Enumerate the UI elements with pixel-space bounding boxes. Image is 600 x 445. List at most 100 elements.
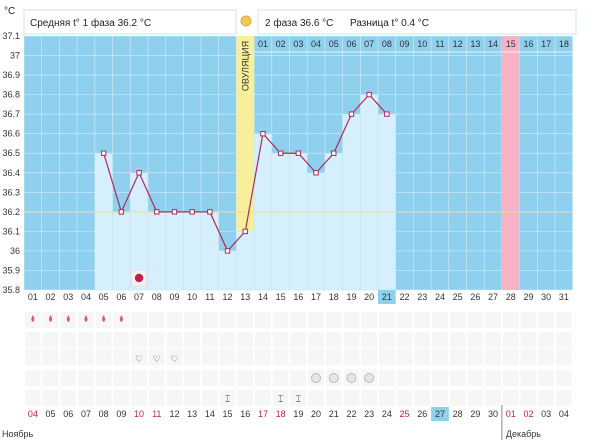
symptom-cell: [272, 390, 289, 406]
unit-label: °C: [4, 6, 15, 17]
symptom-cell: [184, 390, 200, 406]
symptom-cell: [325, 312, 342, 328]
cycle-day-label: 15: [276, 292, 286, 302]
cycle-day-label: 02: [46, 292, 56, 302]
temperature-bar: [183, 211, 202, 291]
symptom-cell: [308, 312, 324, 328]
cycle-day-label: 29: [523, 292, 533, 302]
symptom-cell: [396, 390, 413, 406]
symptom-cell: [219, 312, 236, 328]
ovulation-label: ОВУЛЯЦИЯ: [240, 41, 250, 91]
calendar-date-label: 06: [63, 409, 73, 419]
symptom-cell: [202, 390, 218, 406]
symptom-cell: [42, 332, 59, 348]
symptom-cell: [113, 370, 130, 386]
symptom-cell: [60, 349, 77, 365]
cycle-day-label: 19: [346, 292, 356, 302]
symptom-cell: [148, 349, 165, 365]
calendar-date-label: 15: [223, 409, 233, 419]
temperature-point: [224, 248, 231, 254]
symptom-cell: [272, 349, 289, 365]
phase2-day-label: 09: [400, 39, 410, 49]
symptom-cell: [290, 349, 307, 365]
calendar-date-label: 26: [417, 409, 427, 419]
y-tick-label: 36.4: [2, 168, 20, 178]
calendar-date-label: 25: [400, 409, 410, 419]
symptom-cell: [396, 349, 413, 365]
calendar-date-label: 08: [99, 409, 109, 419]
symptom-cell: [166, 390, 183, 406]
calendar-date-label: 01: [506, 409, 516, 419]
temperature-bar: [324, 152, 343, 291]
temperature-bar: [289, 152, 308, 291]
symptom-cell: [502, 390, 519, 406]
calendar-date-label: 10: [134, 409, 144, 419]
phase2-header-box: [257, 9, 577, 35]
symptom-cell: [538, 390, 554, 406]
symptom-cell: [113, 390, 130, 406]
phase2-day-label: 05: [329, 39, 339, 49]
symptom-cell: [502, 370, 519, 386]
symptom-cell: [343, 390, 360, 406]
symptom-cell: [538, 312, 554, 328]
symptom-cell: [449, 312, 466, 328]
temperature-point: [348, 111, 355, 117]
cycle-day-label: 08: [152, 292, 162, 302]
highlight-day-band: [501, 36, 520, 290]
symptom-cell: [272, 312, 289, 328]
temperature-point: [100, 150, 107, 156]
symptom-cell: [255, 349, 271, 365]
cycle-day-label: 23: [417, 292, 427, 302]
symptom-cell: [520, 370, 537, 386]
temperature-point: [331, 150, 337, 156]
calendar-date-label: 12: [169, 409, 179, 419]
calendar-date-label: 17: [258, 409, 268, 419]
calendar-date-label: 14: [205, 409, 215, 419]
sun-icon: [240, 15, 252, 27]
temperature-bar: [342, 113, 361, 291]
phase2-day-label: 11: [435, 39, 444, 49]
symptom-cell: [25, 390, 41, 406]
symptom-cell: [432, 370, 448, 386]
calendar-date-label: 03: [541, 409, 551, 419]
calendar-date-label: 04: [28, 409, 38, 419]
symptom-cell: [219, 390, 236, 406]
temperature-bar: [377, 113, 396, 291]
symptom-cell: [449, 332, 466, 348]
symptom-cell: [166, 370, 183, 386]
cycle-day-label: 10: [187, 292, 197, 302]
symptom-cell: [237, 370, 254, 386]
symptom-cell: [538, 349, 554, 365]
symptom-cell: [467, 370, 484, 386]
mucus-icon: ⌶: [278, 394, 283, 404]
symptom-cell: [78, 349, 94, 365]
symptom-cell: [184, 349, 200, 365]
phase2-day-label: 13: [470, 39, 480, 49]
pill-icon: [364, 373, 375, 383]
symptom-cell: [202, 349, 218, 365]
phase2-day-label: 17: [541, 39, 551, 49]
symptom-cell: [202, 312, 218, 328]
heart-icon: ♡: [135, 354, 143, 364]
cycle-day-label: 14: [258, 292, 268, 302]
symptom-cell: [148, 370, 165, 386]
cycle-day-label: 12: [223, 292, 233, 302]
symptom-cell: [485, 312, 501, 328]
pill-icon: [346, 373, 357, 383]
cycle-day-label: 01: [28, 292, 38, 302]
cycle-day-label: 20: [364, 292, 374, 302]
bleeding-icon: [49, 315, 53, 322]
calendar-date-label: 22: [346, 409, 356, 419]
symptom-cell: [131, 349, 147, 365]
symptom-cell: [148, 332, 165, 348]
symptom-cell: [131, 312, 147, 328]
cycle-day-label: 22: [400, 292, 410, 302]
symptom-cell: [95, 332, 112, 348]
calendar-date-label: 09: [116, 409, 126, 419]
temperature-bar: [200, 211, 219, 291]
calendar-date-label: 16: [240, 409, 250, 419]
moon-icon: [134, 273, 144, 283]
symptom-cell: [502, 349, 519, 365]
y-tick-label: 36.8: [2, 90, 20, 100]
calendar-date-label: 18: [276, 409, 286, 419]
